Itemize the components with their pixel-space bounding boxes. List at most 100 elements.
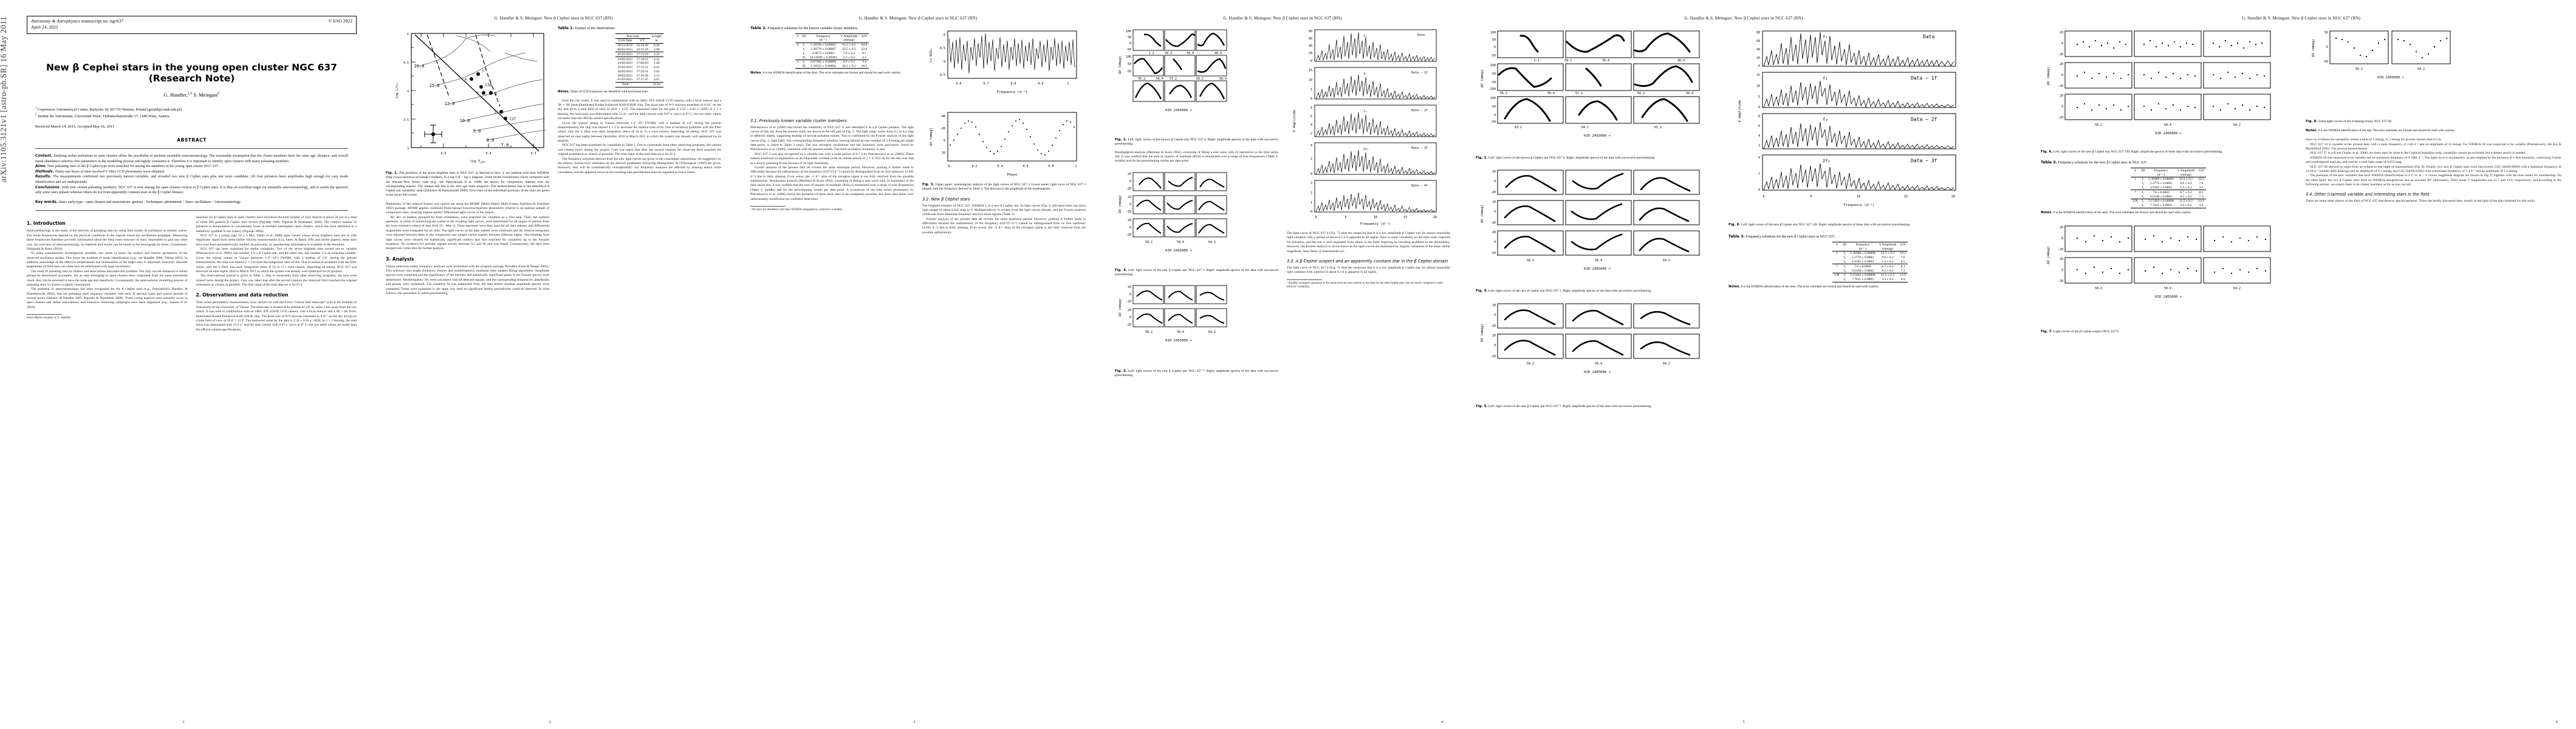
footnote: ¹ All stars are identified with their WE… [750, 208, 843, 211]
x-axis-label: Frequency (d⁻¹) [1844, 203, 1875, 207]
cell: 1.40 [654, 61, 660, 66]
svg-text:-20: -20 [1126, 323, 1131, 327]
svg-text:-20: -20 [2058, 116, 2063, 120]
lightcurve-row-2 [1132, 55, 1227, 77]
cell: 3.4 ± 0.2 [1882, 278, 1894, 282]
svg-text:100: 100 [1490, 31, 1496, 35]
cell: 4.5 [1900, 259, 1905, 264]
cell: 11.5 ± 0.2 [1877, 272, 1899, 278]
cell: 1 [2131, 177, 2140, 182]
svg-text:20: 20 [1433, 216, 1437, 219]
x-axis-label: log Teff [470, 160, 485, 165]
cell: 8.7 ± 0.2 [2175, 190, 2197, 195]
cell: Total [615, 81, 635, 87]
y-axis-tick-labels: 20 0 -20 20 0 -20 [1126, 286, 1131, 327]
author-1-affil-marker: 1,2 [187, 92, 193, 96]
svg-text:80: 80 [1309, 30, 1312, 33]
spectrum-panel-2: f₂ Data − 1f 15 10 5 0 [1309, 67, 1437, 101]
y-axis-tick-labels: 20 0 -20 20 0 -20 [1490, 304, 1496, 358]
svg-text:20: 20 [1492, 170, 1496, 174]
cell: 4.9073 ± 0.0002 [812, 51, 835, 55]
page3-column-left: Table 2. Frequency solutions for the kno… [750, 26, 914, 235]
figure-5-caption: Fig. 5. Left: light curves of the new β … [1115, 369, 1278, 378]
cell [800, 38, 808, 43]
cell: 6.7 [862, 51, 866, 55]
svg-text:80: 80 [1756, 31, 1760, 35]
svg-text:1.2: 1.2 [1533, 59, 1539, 63]
table-row: 7 f₁ 7.6 ± 0.0002 8.7 ± 0.2 8.1 [2131, 190, 2206, 195]
cell: 5.15463 ± 0.00008 [1848, 272, 1877, 278]
svg-text:5: 5 [1345, 216, 1346, 219]
cell [795, 51, 801, 55]
table-3-label: Table 3. [1728, 234, 1745, 239]
svg-text:4.3: 4.3 [530, 152, 536, 156]
table-row: f₂ 5.2779 ± 0.0002 9.0 ± 0.2 7.6 [1832, 256, 1908, 260]
peak-label-f1: f₁ [1363, 35, 1367, 38]
svg-text:0: 0 [1494, 46, 1496, 49]
x-axis-label: HJD 2455000 + [1165, 249, 1192, 253]
abstract-context: Studying stellar pulsations in open clus… [35, 154, 348, 163]
svg-text:0: 0 [1494, 210, 1496, 214]
figure-8-label: Fig. 8. [2306, 120, 2318, 123]
svg-text:1: 1 [1067, 82, 1069, 86]
svg-text:10: 10 [1374, 216, 1377, 219]
cell: f₂ [2142, 204, 2145, 208]
cell [2131, 204, 2139, 208]
paragraph: Residualgram analysis (Martinez & Koen 1… [1115, 150, 1278, 163]
svg-text:15: 15 [1756, 74, 1760, 77]
svg-text:0: 0 [1758, 106, 1760, 109]
table-row: 1 f₁ 5.38988 ± 0.00008 22.3 ± 0.2 18.3 [2131, 177, 2206, 182]
figure-7-caption-text: Light curves of the β Cephei suspect NGC… [2052, 329, 2120, 334]
running-head: G. Handler & S. Meingast: New β Cephei s… [2242, 16, 2360, 21]
peak-label-f3: f₃ [1823, 117, 1828, 122]
x-axis-label: HJD 2455000 + [1584, 267, 1611, 271]
cell: f₁ [800, 42, 808, 47]
svg-text:-9.5: -9.5 [938, 74, 945, 77]
page-number: 4 [1441, 720, 1443, 724]
page-6: G. Handler & S. Meingast: New β Cephei s… [2026, 0, 2576, 729]
cell: (mmag) [2180, 173, 2191, 177]
abstract-results: The measurements confirmed two previousl… [35, 175, 348, 185]
cell: 7.6 [1900, 256, 1905, 260]
figure-6-caption-b: Fig. 6. Left: light curves of the new β … [2041, 150, 2290, 154]
paragraph: The potential of asteroseismology has be… [27, 287, 188, 309]
svg-text:0.8: 0.8 [1010, 82, 1016, 86]
paragraph: The frequency solutions derived from the… [558, 157, 721, 174]
svg-text:0: 0 [1310, 60, 1312, 63]
cell: 5.3 ± 0.2 [2180, 185, 2192, 190]
figure-2b-label: Fig. 2. [1476, 156, 1488, 160]
svg-text:20: 20 [1128, 309, 1131, 312]
cell: 5.2779 ± 0.0002 [1851, 256, 1874, 260]
table-3-block-b: Table 3. Frequency solutions for the new… [2041, 160, 2296, 214]
spectrum-panel-1: f₁ Data 80 60 40 20 0 [1756, 30, 1956, 68]
table-3: # ID Frequency V Amplitude S/N (d⁻¹ ) (m… [1832, 242, 1908, 282]
svg-text:0: 0 [1129, 293, 1131, 296]
cell: 07/02/2011 [615, 52, 635, 57]
svg-text:50: 50 [1128, 63, 1131, 66]
light-curve-panel-fig5: 20 0 -20 20 0 -20 58.2 58.4 64.2 HJD 2455000 +… [1118, 285, 1227, 343]
light-curve-grid-fig5: 20 0 -20 20 0 -20 58.2 58.4 64.2 HJD 2455000 +… [1481, 303, 1700, 374]
table-row: 7 f₁ 7.6 ± 0.0002 8.7 ± 0.2 8.1 [1832, 264, 1908, 269]
eclipsing-binary-plot-fig8: 50 0 -50 58.2 64.2 HJD 2455000 + ΔV (mmag) [2312, 30, 2451, 80]
cell: 3.4 ± 0.2 [2180, 204, 2192, 208]
svg-text:100: 100 [1490, 64, 1496, 67]
svg-text:58.4: 58.4 [1177, 241, 1184, 244]
cell: 25/02/2011 [617, 66, 633, 70]
table-3-col-sn: S/N [1898, 242, 1908, 247]
cell [1832, 260, 1841, 264]
x-axis-tick-labels: 58.2 58.4 64.2 [1527, 259, 1670, 262]
svg-text:56.2: 56.2 [1500, 92, 1507, 95]
table-row: f₃ 4.9073 ± 0.0002 7.0 ± 0.2 6.7 [795, 51, 869, 55]
svg-text:3: 3 [407, 147, 409, 151]
paragraph: Fourier analysis of the present data set… [750, 165, 914, 201]
cell: 22.3 ± 0.2 [2175, 177, 2197, 182]
cell: 24/02/2011 [617, 61, 633, 66]
svg-text:0: 0 [1129, 316, 1131, 320]
svg-text:6: 6 [1310, 115, 1312, 118]
cell: 8.1 [2196, 190, 2206, 195]
table-3-header-row: # ID Frequency V Amplitude S/N [1832, 242, 1908, 247]
svg-text:-20: -20 [1490, 252, 1496, 255]
table-row: 1 f₁ 5.38988 ± 0.00008 22.3 ± 0.2 18.3 [1832, 251, 1908, 256]
table-1-group-header: Run start [615, 33, 651, 39]
